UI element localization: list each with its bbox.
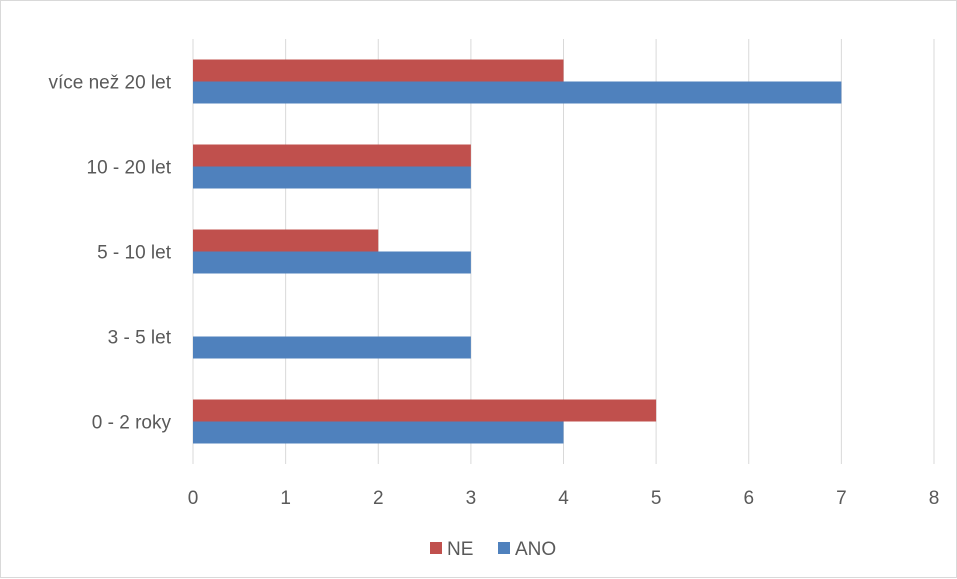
bars: [193, 59, 842, 444]
legend-swatch-ne: [430, 542, 442, 554]
gridlines: [192, 39, 935, 464]
category-label-0: 0 - 2 roky: [92, 413, 172, 434]
bar-ne-2: [193, 229, 379, 252]
bar-ano-4: [193, 81, 842, 104]
x-tick-label-7: 7: [836, 488, 847, 509]
legend: NE ANO: [430, 539, 556, 560]
bar-ne-0: [193, 399, 657, 422]
legend-label-ne: NE: [447, 539, 473, 560]
x-tick-label-1: 1: [280, 488, 291, 509]
bar-ano-1: [193, 336, 471, 359]
x-tick-label-6: 6: [743, 488, 754, 509]
legend-label-ano: ANO: [515, 539, 556, 560]
category-labels: 0 - 2 roky 3 - 5 let 5 - 10 let 10 - 20 let…: [48, 73, 171, 434]
category-label-4: více než 20 let: [48, 73, 171, 94]
category-label-2: 5 - 10 let: [97, 243, 172, 264]
bar-ano-2: [193, 251, 471, 274]
x-tick-labels: 0 1 2 3 4 5 6 7 8: [188, 488, 940, 509]
bar-ne-3: [193, 144, 471, 167]
x-tick-label-2: 2: [373, 488, 384, 509]
x-tick-label-4: 4: [558, 488, 569, 509]
bar-ne-4: [193, 59, 564, 82]
legend-swatch-ano: [498, 542, 510, 554]
category-label-1: 3 - 5 let: [108, 328, 172, 349]
x-tick-label-8: 8: [929, 488, 940, 509]
bar-ano-3: [193, 166, 471, 189]
x-tick-label-5: 5: [651, 488, 662, 509]
x-tick-label-0: 0: [188, 488, 199, 509]
category-label-3: 10 - 20 let: [87, 158, 172, 179]
x-tick-label-3: 3: [466, 488, 477, 509]
bar-ano-0: [193, 421, 564, 444]
